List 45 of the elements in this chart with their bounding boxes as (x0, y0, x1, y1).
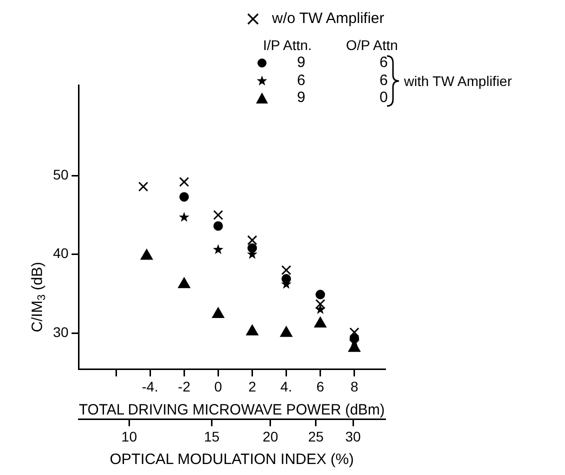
x2-tick-label: 15 (204, 428, 220, 444)
y-axis-title: C/IM3 (dB) (29, 262, 48, 332)
point (213, 221, 223, 231)
x-tick-label: 4. (280, 378, 292, 395)
point (315, 299, 326, 310)
y-tick-label: 50 (52, 166, 69, 182)
point (315, 304, 326, 314)
legend-label: 6 6 (297, 72, 388, 88)
text: O/P Attn (346, 37, 398, 53)
x-tick-label: -2 (178, 378, 191, 395)
point (247, 243, 257, 253)
point (280, 326, 292, 337)
x-tick-label: 2 (248, 378, 256, 395)
x2-tick-label: 25 (308, 428, 324, 444)
text: with TW Amplifier (404, 73, 512, 89)
x-axis-title: TOTAL DRIVING MICROWAVE POWER (dBm) (78, 402, 385, 418)
x2-tick-label: 20 (262, 428, 278, 444)
point (246, 324, 258, 336)
x-tick-label: -4. (142, 378, 158, 395)
point (316, 290, 326, 300)
point (179, 176, 190, 187)
point (212, 244, 224, 254)
x-tick-label: 8 (350, 378, 358, 395)
point (178, 278, 190, 288)
legend-label: w/o TW Amplifier (272, 10, 384, 27)
x2-axis-title: OPTICAL MODULATION INDEX (%) (110, 451, 354, 468)
legend-label: 9 0 (297, 89, 388, 106)
point (349, 327, 360, 338)
x-tick-label: 6 (316, 378, 324, 395)
point (179, 192, 189, 202)
point (314, 316, 326, 328)
point (178, 212, 190, 222)
x2-tick-label: 10 (121, 428, 138, 444)
point (212, 308, 224, 318)
text: I/P Attn. (263, 37, 312, 53)
point (281, 265, 292, 276)
point (213, 210, 224, 220)
point (138, 182, 148, 192)
x-tick-label: 0 (214, 378, 222, 395)
legend-label: 9 6 (297, 54, 388, 71)
point (140, 249, 153, 260)
x2-tick-label: 30 (345, 428, 362, 444)
y-tick-label: 30 (52, 324, 69, 340)
y-tick-label: 40 (52, 245, 69, 262)
point (247, 235, 258, 246)
